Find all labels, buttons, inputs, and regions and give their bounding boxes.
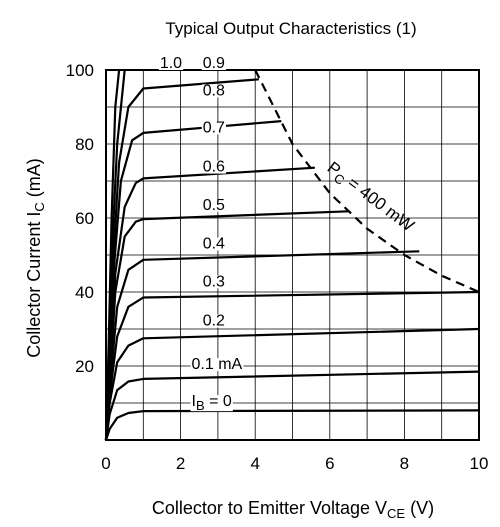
curve-label: 0.7 (203, 119, 225, 136)
y-tick-label: 60 (75, 209, 94, 228)
curve-label-backing (190, 395, 233, 412)
y-axis-label: Collector Current IC (mA) (24, 158, 47, 357)
x-axis-label: Collector to Emitter Voltage VCE (V) (152, 498, 434, 521)
power-curve-line (254, 69, 480, 294)
curve-label-backing (201, 160, 227, 174)
curve-label: 0.3 (203, 273, 225, 290)
x-tick-label: 2 (176, 454, 185, 473)
plot-frame (105, 69, 480, 441)
x-tick-label: 8 (400, 454, 409, 473)
curve-label: 0.4 (203, 236, 225, 253)
curve-label: 0.6 (203, 159, 225, 176)
chart-title: Typical Output Characteristics (1) (165, 19, 416, 38)
curve-label: 1.0 (160, 55, 182, 72)
power-dissipation-curve (254, 69, 480, 294)
curve-label: 0.5 (203, 197, 225, 214)
tick-labels: 0 2 4 6 8 10 20 40 60 80 100 (66, 61, 489, 473)
characteristic-curves (104, 69, 480, 441)
curve-label: 0.8 (203, 82, 225, 99)
curve-label: 0.1 mA (192, 356, 243, 373)
y-tick-label: 20 (75, 357, 94, 376)
curve-label: IB = 0 (192, 393, 232, 413)
x-tick-label: 10 (470, 454, 489, 473)
curve-label-backing (201, 237, 227, 251)
x-tick-label: 0 (101, 454, 110, 473)
curve-label-backing (201, 275, 227, 289)
x-tick-label: 6 (325, 454, 334, 473)
curve-label-backing (201, 121, 227, 135)
curve-label-backing (201, 314, 227, 328)
curve-label: 0.9 (203, 55, 225, 72)
curve-label-backing (201, 84, 227, 98)
curve-label-backing (201, 199, 227, 213)
curve-label: 0.2 (203, 313, 225, 330)
y-tick-label: 80 (75, 135, 94, 154)
y-tick-label: 40 (75, 283, 94, 302)
series-line (104, 69, 121, 441)
curve-label-backing (201, 57, 227, 70)
y-tick-label: 100 (66, 61, 94, 80)
x-tick-label: 4 (250, 454, 259, 473)
curve-labels: IB = 0 0.1 mA 0.2 0.3 0.4 0.5 0.6 0.7 0.8 0.9 1.0 (158, 55, 244, 413)
curve-label-backing (158, 57, 184, 70)
curve-label-backing (190, 358, 244, 372)
